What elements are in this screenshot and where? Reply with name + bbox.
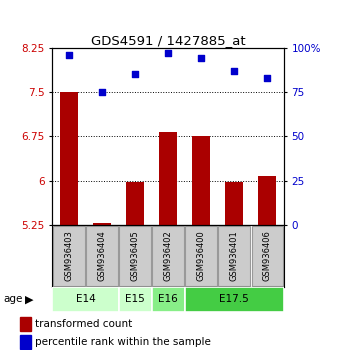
Bar xyxy=(218,226,250,285)
Text: GSM936403: GSM936403 xyxy=(65,230,73,281)
Point xyxy=(99,89,105,95)
Text: GSM936401: GSM936401 xyxy=(230,230,239,281)
Bar xyxy=(152,226,184,285)
Point xyxy=(66,52,72,58)
Point xyxy=(166,50,171,56)
Bar xyxy=(20,335,31,349)
Title: GDS4591 / 1427885_at: GDS4591 / 1427885_at xyxy=(91,34,245,47)
Text: E16: E16 xyxy=(158,295,178,304)
Bar xyxy=(53,226,85,285)
Bar xyxy=(52,287,119,312)
Text: GSM936405: GSM936405 xyxy=(130,230,140,281)
Text: transformed count: transformed count xyxy=(35,319,132,329)
Bar xyxy=(152,287,185,312)
Bar xyxy=(119,226,151,285)
Text: E17.5: E17.5 xyxy=(219,295,249,304)
Bar xyxy=(60,92,78,225)
Bar xyxy=(159,132,177,225)
Bar xyxy=(192,136,210,225)
Bar xyxy=(20,317,31,331)
Bar xyxy=(86,226,118,285)
Bar xyxy=(119,287,152,312)
Text: age: age xyxy=(3,295,23,304)
Bar xyxy=(185,287,284,312)
Text: GSM936400: GSM936400 xyxy=(197,230,206,281)
Bar xyxy=(225,182,243,225)
Text: GSM936406: GSM936406 xyxy=(263,230,272,281)
Point xyxy=(232,68,237,74)
Bar xyxy=(93,223,111,225)
Text: E15: E15 xyxy=(125,295,145,304)
Point xyxy=(132,72,138,77)
Text: GSM936404: GSM936404 xyxy=(97,230,106,281)
Point xyxy=(198,56,204,61)
Bar xyxy=(258,176,276,225)
Bar xyxy=(185,226,217,285)
Text: percentile rank within the sample: percentile rank within the sample xyxy=(35,337,211,347)
Bar xyxy=(126,182,144,225)
Point xyxy=(265,75,270,81)
Text: GSM936402: GSM936402 xyxy=(164,230,173,281)
Text: E14: E14 xyxy=(76,295,95,304)
Bar xyxy=(251,226,283,285)
Text: ▶: ▶ xyxy=(25,295,34,304)
